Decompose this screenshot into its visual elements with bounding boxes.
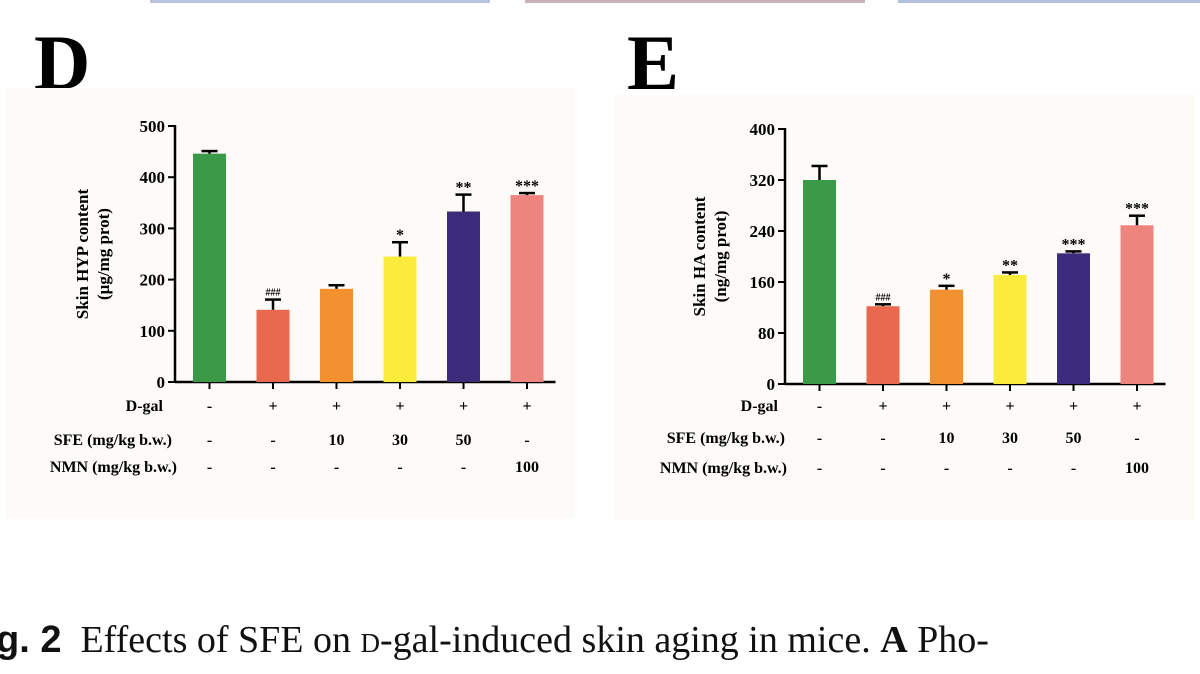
treatment-row-label: NMN (mg/kg b.w.)	[50, 459, 177, 476]
bar	[447, 211, 480, 382]
bar	[256, 309, 290, 382]
treatment-cell: -	[207, 398, 212, 415]
treatment-cell: 100	[1125, 460, 1149, 477]
treatment-cell: -	[270, 459, 275, 476]
chart-background	[615, 95, 1195, 520]
y-tick-label: 400	[140, 168, 166, 187]
bar	[320, 288, 353, 382]
caption-text-2: -gal-induced skin aging in mice.	[380, 619, 871, 661]
treatment-row-label: SFE (mg/kg b.w.)	[54, 432, 172, 449]
treatment-cell: -	[207, 459, 212, 476]
bar	[1120, 225, 1154, 384]
y-tick-label: 300	[140, 219, 166, 238]
y-tick-label: 0	[767, 375, 776, 394]
bar	[930, 289, 963, 384]
treatment-cell: -	[817, 398, 822, 415]
y-axis-unit: (μg/mg prot)	[94, 208, 113, 300]
figure-caption: g. 2 Effects of SFE on d-gal-induced ski…	[0, 618, 1200, 664]
treatment-row-label: D-gal	[741, 398, 779, 415]
treatment-cell: +	[942, 398, 951, 415]
treatment-cell: +	[268, 398, 277, 415]
treatment-cell: -	[207, 432, 212, 449]
treatment-cell: +	[395, 398, 404, 415]
treatment-cell: -	[1071, 460, 1076, 477]
chart-panel-d: 0 100 200 300 400 500 Skin HYP content (μg/mg p…	[5, 88, 575, 518]
treatment-cell: 100	[515, 459, 539, 476]
significance-marker: ***	[515, 178, 539, 195]
bar	[510, 195, 544, 382]
bar	[866, 306, 900, 384]
treatment-cell: 10	[329, 432, 345, 449]
treatment-cell: -	[1007, 460, 1012, 477]
significance-marker: ###	[266, 288, 281, 299]
y-tick-label: 0	[157, 373, 166, 392]
treatment-cell: +	[1005, 398, 1014, 415]
treatment-cell: -	[461, 459, 466, 476]
y-axis-label: Skin HYP content	[73, 188, 92, 319]
bar	[383, 256, 417, 382]
y-axis-unit: (ng/mg prot)	[711, 211, 730, 303]
treatment-cell: -	[880, 460, 885, 477]
treatment-cell: -	[1134, 430, 1139, 447]
treatment-cell: -	[270, 432, 275, 449]
treatment-row-label: D-gal	[126, 398, 164, 415]
panel-letter-e: E	[627, 19, 680, 106]
image-strip-segment	[150, 0, 490, 3]
treatment-cell: -	[524, 432, 529, 449]
significance-marker: ###	[876, 292, 891, 303]
treatment-cell: 10	[939, 430, 955, 447]
y-tick-label: 200	[140, 271, 166, 290]
caption-smallcaps: d	[360, 619, 381, 661]
significance-marker: **	[456, 180, 472, 197]
treatment-cell: +	[878, 398, 887, 415]
significance-marker: ***	[1125, 201, 1149, 218]
treatment-row-label: NMN (mg/kg b.w.)	[660, 460, 787, 477]
significance-marker: *	[943, 271, 951, 288]
treatment-cell: -	[817, 460, 822, 477]
bar	[193, 153, 226, 382]
top-image-strip	[0, 0, 1200, 6]
caption-text-3: Pho-	[917, 619, 989, 661]
y-tick-label: 240	[750, 222, 776, 241]
treatment-cell: 30	[1002, 430, 1018, 447]
treatment-row-label: SFE (mg/kg b.w.)	[667, 430, 785, 447]
y-tick-label: 160	[750, 273, 776, 292]
treatment-cell: 50	[456, 432, 472, 449]
treatment-cell: +	[1069, 398, 1078, 415]
y-tick-label: 400	[750, 120, 776, 139]
treatment-cell: 30	[392, 432, 408, 449]
caption-text-1: Effects of SFE on	[80, 619, 352, 661]
treatment-cell: -	[397, 459, 402, 476]
y-tick-label: 320	[750, 171, 776, 190]
image-strip-segment	[525, 0, 865, 3]
y-tick-label: 80	[758, 324, 775, 343]
chart-panel-e: 0 80 160 240 320 400 Skin HA content (ng/mg pro…	[615, 95, 1195, 520]
treatment-cell: +	[459, 398, 468, 415]
bar	[803, 180, 836, 384]
caption-panel-ref: A	[880, 619, 908, 661]
y-axis-label: Skin HA content	[690, 196, 709, 316]
treatment-cell: +	[332, 398, 341, 415]
treatment-cell: -	[817, 430, 822, 447]
y-tick-label: 100	[140, 322, 166, 341]
bar	[1057, 253, 1090, 384]
treatment-cell: +	[522, 398, 531, 415]
figure-label: g. 2	[0, 619, 62, 661]
treatment-cell: -	[334, 459, 339, 476]
bar	[993, 274, 1027, 384]
y-tick-label: 500	[140, 117, 166, 136]
significance-marker: **	[1002, 257, 1018, 274]
significance-marker: ***	[1062, 236, 1086, 253]
image-strip-segment	[898, 0, 1200, 3]
significance-marker: *	[396, 227, 404, 244]
treatment-cell: +	[1132, 398, 1141, 415]
treatment-cell: -	[944, 460, 949, 477]
treatment-cell: 50	[1066, 430, 1082, 447]
treatment-cell: -	[880, 430, 885, 447]
